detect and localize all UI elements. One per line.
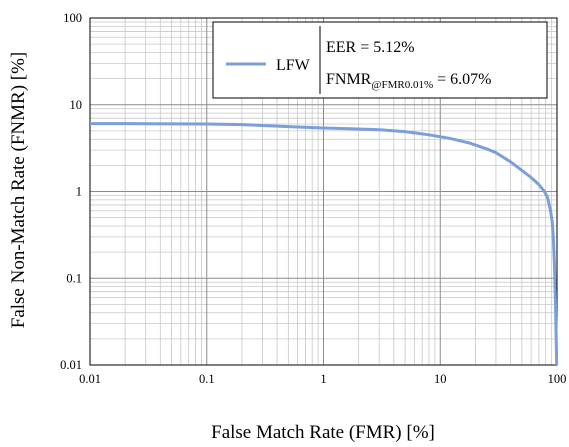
legend-box (212, 21, 548, 99)
legend-fnmr-value: = 6.07% (433, 71, 491, 88)
legend-fnmr-subscript: @FMR0.01% (371, 79, 433, 91)
y-tick-label: 0.01 (60, 358, 82, 372)
lfw-series-line (89, 122, 559, 366)
y-tick-label: 100 (63, 11, 82, 25)
legend-series-name: LFW (276, 57, 311, 74)
y-tick-label: 1 (76, 185, 82, 199)
y-tick-label: 10 (70, 98, 83, 112)
legend-fnmr-text: FNMR@FMR0.01% = 6.07% (326, 71, 492, 91)
x-tick-labels: 0.01 0.1 1 10 100 (79, 372, 566, 386)
legend-eer-text: EER = 5.12% (326, 39, 415, 56)
x-tick-label: 100 (548, 372, 567, 386)
x-tick-label: 0.01 (79, 372, 101, 386)
x-tick-label: 10 (434, 372, 447, 386)
legend: LFW EER = 5.12% FNMR@FMR0.01% = 6.07% (212, 21, 548, 99)
y-tick-label: 0.1 (66, 271, 82, 285)
legend-fnmr-main: FNMR (326, 71, 372, 88)
plot-frame (89, 17, 558, 366)
x-axis-title: False Match Rate (FMR) [%] (211, 422, 435, 443)
y-axis-title: False Non-Match Rate (FNMR) [%] (8, 52, 29, 329)
y-tick-labels: 0.01 0.1 1 10 100 (60, 11, 82, 372)
x-tick-label: 0.1 (199, 372, 215, 386)
x-tick-label: 1 (320, 372, 326, 386)
